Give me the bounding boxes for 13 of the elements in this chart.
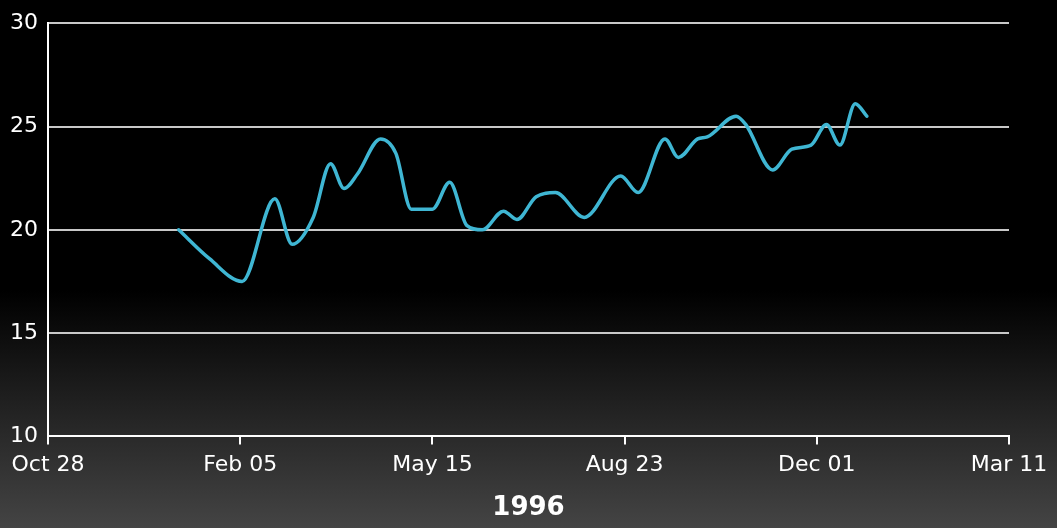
x-tick-label: Dec 01 bbox=[778, 451, 856, 477]
x-tick-label: Mar 11 bbox=[970, 451, 1048, 477]
x-tick-label: May 15 bbox=[392, 451, 473, 477]
y-tick-label: 15 bbox=[9, 318, 38, 344]
x-tick-label: Aug 23 bbox=[585, 451, 664, 477]
line-series bbox=[176, 102, 869, 284]
y-tick-label: 20 bbox=[9, 215, 38, 241]
x-tick-label: Oct 28 bbox=[11, 451, 85, 477]
y-tick-label: 30 bbox=[9, 8, 38, 34]
x-tick-label: Feb 05 bbox=[203, 451, 278, 477]
y-tick-label: 25 bbox=[9, 112, 38, 138]
y-tick-label: 10 bbox=[9, 422, 38, 448]
x-axis-title: 1996 bbox=[492, 491, 565, 522]
